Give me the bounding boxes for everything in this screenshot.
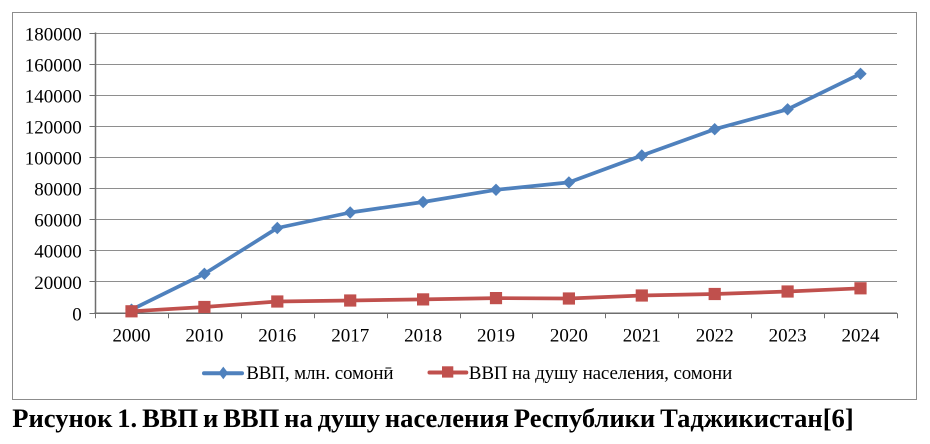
svg-text:2016: 2016 <box>258 326 296 347</box>
svg-text:2024: 2024 <box>842 326 881 347</box>
svg-text:100000: 100000 <box>25 149 82 170</box>
svg-text:160000: 160000 <box>25 56 82 77</box>
svg-text:2000: 2000 <box>113 326 151 347</box>
svg-text:Рисунок 1. ВВП и ВВП на душу н: Рисунок 1. ВВП и ВВП на душу населения Р… <box>12 403 853 433</box>
svg-text:140000: 140000 <box>25 87 82 108</box>
svg-text:ВВП, млн. сомонӣ: ВВП, млн. сомонӣ <box>246 363 393 384</box>
svg-text:20000: 20000 <box>34 273 82 294</box>
svg-text:2017: 2017 <box>331 326 369 347</box>
svg-text:2021: 2021 <box>623 326 661 347</box>
svg-text:80000: 80000 <box>34 180 82 201</box>
svg-text:180000: 180000 <box>25 25 82 46</box>
svg-text:ВВП на душу населения, сомони: ВВП на душу населения, сомони <box>469 363 732 384</box>
svg-text:60000: 60000 <box>34 211 82 232</box>
svg-text:2018: 2018 <box>404 326 442 347</box>
svg-text:2023: 2023 <box>769 326 807 347</box>
svg-text:0: 0 <box>72 304 82 325</box>
svg-text:40000: 40000 <box>34 242 82 263</box>
svg-text:2019: 2019 <box>477 326 515 347</box>
svg-text:120000: 120000 <box>25 118 82 139</box>
svg-text:2010: 2010 <box>185 326 223 347</box>
svg-text:2020: 2020 <box>550 326 588 347</box>
svg-text:2022: 2022 <box>696 326 734 347</box>
